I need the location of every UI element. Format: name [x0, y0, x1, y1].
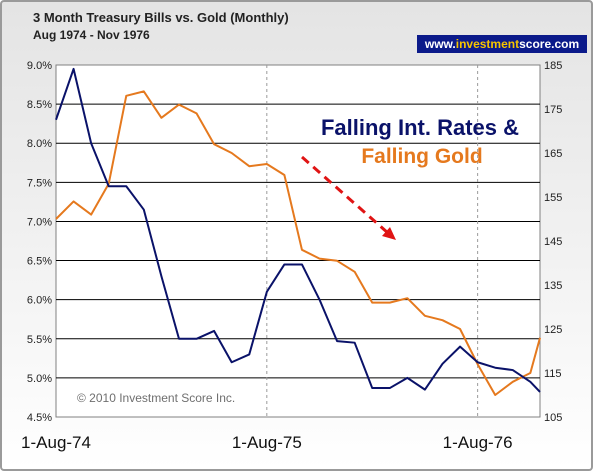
- right-tick-label: 155: [544, 192, 562, 204]
- right-tick-label: 145: [544, 236, 562, 248]
- gridlines: [56, 65, 540, 417]
- right-tick-label: 165: [544, 148, 562, 160]
- annotation-line2-text: Falling Gold: [361, 145, 482, 168]
- left-tick-label: 6.5%: [27, 256, 52, 268]
- left-tick-label: 8.0%: [27, 138, 52, 150]
- left-tick-label: 5.5%: [27, 334, 52, 346]
- treasury-rate-line: [55, 67, 541, 393]
- trend-arrowhead: [382, 227, 396, 240]
- copyright-text: © 2010 Investment Score Inc.: [77, 391, 235, 405]
- chart-title: 3 Month Treasury Bills vs. Gold (Monthly…: [33, 10, 289, 25]
- x-tick-label: 1-Aug-74: [21, 433, 91, 452]
- x-tick-label: 1-Aug-76: [443, 433, 513, 452]
- url-prefix: www.: [424, 37, 456, 51]
- annotation-line2: Falling Gold: [361, 145, 482, 168]
- left-tick-label: 7.5%: [27, 177, 52, 189]
- right-tick-label: 115: [544, 368, 562, 380]
- x-tick-label: 1-Aug-75: [232, 433, 302, 452]
- left-tick-label: 6.0%: [27, 295, 52, 307]
- series-lines: [55, 67, 541, 396]
- annotation-line1: Falling Int. Rates &: [321, 115, 519, 140]
- annotation-line1-text: Falling Int. Rates &: [321, 115, 519, 140]
- annotation-group: Falling Int. Rates & Falling Gold © 2010…: [77, 115, 519, 405]
- left-tick-label: 7.0%: [27, 216, 52, 228]
- trend-arrow: [301, 155, 389, 235]
- url-suffix: score.com: [519, 37, 580, 51]
- x-axis: 1-Aug-74 1-Aug-75 1-Aug-76: [21, 433, 513, 452]
- right-tick-label: 185: [544, 60, 562, 72]
- right-tick-label: 135: [544, 280, 562, 292]
- left-tick-label: 4.5%: [27, 412, 52, 424]
- left-tick-label: 5.0%: [27, 373, 52, 385]
- gold-price-line: [55, 90, 541, 396]
- left-tick-label: 8.5%: [27, 99, 52, 111]
- right-tick-label: 175: [544, 104, 562, 116]
- right-tick-label: 125: [544, 324, 562, 336]
- left-tick-label: 9.0%: [27, 60, 52, 72]
- right-tick-label: 105: [544, 412, 562, 424]
- chart-subtitle: Aug 1974 - Nov 1976: [33, 28, 150, 42]
- website-badge[interactable]: www.investmentscore.com: [417, 35, 587, 53]
- plot-area: [55, 64, 541, 418]
- left-axis: 9.0% 8.5% 8.0% 7.5% 7.0% 6.5% 6.0% 5.5% 5.0% 4.5%: [27, 60, 52, 424]
- url-accent: investment: [455, 37, 520, 51]
- right-axis: 185 175 165 155 145 135 125 115 105: [544, 60, 562, 424]
- copyright-label: © 2010 Investment Score Inc.: [77, 391, 235, 405]
